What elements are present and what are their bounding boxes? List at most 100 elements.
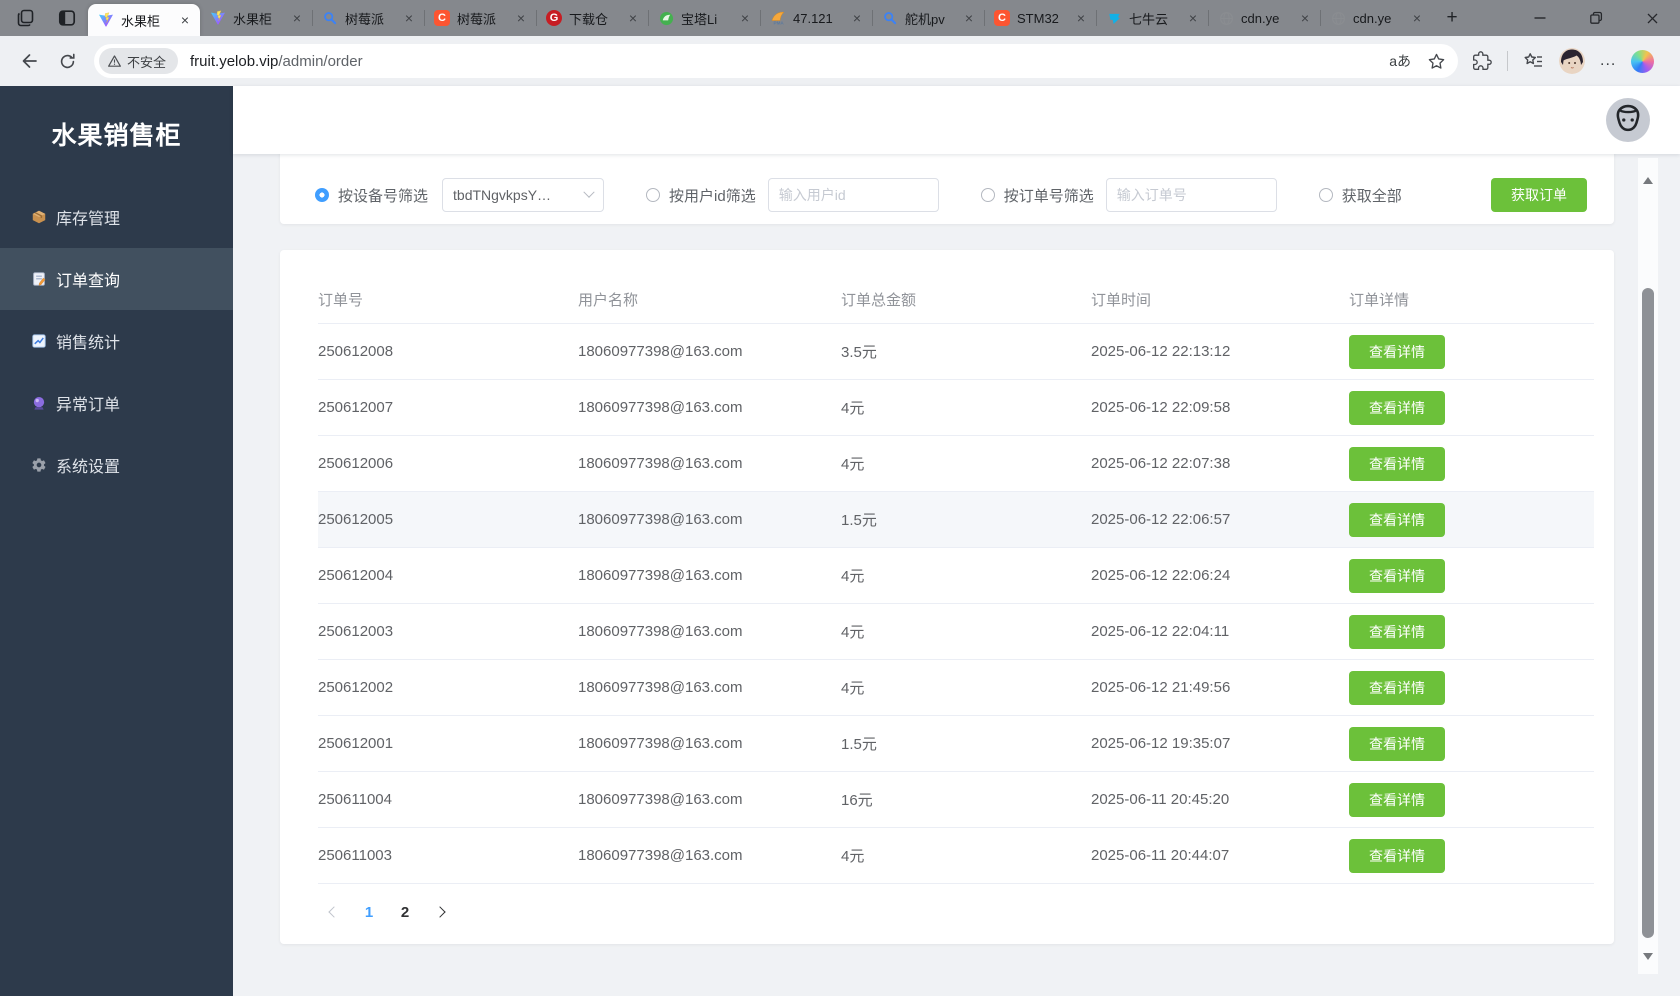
- restore-icon[interactable]: [1568, 0, 1624, 36]
- chevron-down-icon: [583, 186, 595, 198]
- address-bar[interactable]: 不安全 fruit.yelob.vip/admin/order aあ: [94, 44, 1458, 78]
- tab-title: 水果柜: [233, 11, 273, 27]
- tab-close-icon[interactable]: ×: [1076, 10, 1085, 26]
- filter-device-label[interactable]: 按设备号筛选: [338, 187, 429, 205]
- view-details-button[interactable]: 查看详情: [1349, 614, 1445, 649]
- column-header: 用户名称: [578, 292, 639, 309]
- filter-user-label[interactable]: 按用户id筛选: [669, 187, 756, 205]
- browser-tab[interactable]: cdn.ye ×: [1320, 0, 1432, 36]
- browser-tab[interactable]: PMA 47.121 ×: [760, 0, 872, 36]
- vite-icon: [210, 10, 226, 26]
- filter-order-label[interactable]: 按订单号筛选: [1003, 187, 1094, 205]
- orders-table-card: 订单号 用户名称 订单总金额 订单时间 订单详情 250612008 180609773…: [280, 250, 1614, 944]
- view-details-button[interactable]: 查看详情: [1349, 502, 1445, 537]
- security-badge[interactable]: 不安全: [99, 48, 179, 74]
- tab-close-icon[interactable]: ×: [964, 10, 973, 26]
- pagination-next-icon[interactable]: [428, 899, 452, 925]
- table-row: 250612006 18060977398@163.com 4元 2025-06…: [318, 436, 1594, 492]
- minimize-icon[interactable]: [1512, 0, 1568, 36]
- back-icon[interactable]: [12, 44, 46, 78]
- view-details-button[interactable]: 查看详情: [1349, 782, 1445, 817]
- globe-icon: [1218, 10, 1234, 26]
- copilot-icon[interactable]: [1631, 49, 1655, 73]
- cell-order-time: 2025-06-12 22:07:38: [1091, 455, 1231, 472]
- view-details-button[interactable]: 查看详情: [1349, 334, 1445, 369]
- view-details-button[interactable]: 查看详情: [1349, 446, 1445, 481]
- get-orders-button[interactable]: 获取订单: [1491, 178, 1587, 212]
- browser-tab[interactable]: 水果柜 ×: [88, 4, 200, 36]
- close-window-icon[interactable]: [1624, 0, 1680, 36]
- tab-close-icon[interactable]: ×: [1188, 10, 1197, 26]
- browser-tab[interactable]: 树莓派 ×: [312, 0, 424, 36]
- favorite-star-icon[interactable]: [1427, 52, 1446, 71]
- stats-chart-icon: [31, 333, 47, 349]
- tab-close-icon[interactable]: ×: [852, 10, 861, 26]
- browser-profile-avatar[interactable]: [1559, 48, 1585, 74]
- url-path: /admin/order: [278, 52, 363, 70]
- pagination-prev-icon[interactable]: [322, 899, 346, 925]
- sidebar-item-label: 订单查询: [56, 273, 121, 290]
- radio-filter-order[interactable]: [980, 188, 995, 202]
- radio-filter-all[interactable]: [1318, 188, 1333, 202]
- device-select[interactable]: tbdTNgvkpsY…: [442, 178, 605, 212]
- sidebar-item-default[interactable]: 销售统计: [0, 310, 233, 372]
- crystal-ball-icon: [31, 395, 47, 411]
- tab-close-icon[interactable]: ×: [180, 12, 189, 28]
- page-scrollbar[interactable]: [1638, 158, 1658, 974]
- tab-close-icon[interactable]: ×: [404, 10, 413, 26]
- tab-title: 树莓派: [457, 11, 497, 27]
- search-icon: [322, 10, 338, 26]
- pagination-page-2[interactable]: 2: [392, 899, 418, 925]
- translate-icon[interactable]: aあ: [1389, 53, 1411, 69]
- radio-filter-device[interactable]: [315, 188, 329, 202]
- extensions-puzzle-icon[interactable]: [1472, 51, 1492, 71]
- browser-tab[interactable]: C STM32 ×: [984, 0, 1096, 36]
- browser-tab[interactable]: C 树莓派 ×: [424, 0, 536, 36]
- table-row: 250612004 18060977398@163.com 4元 2025-06…: [318, 548, 1594, 604]
- tab-close-icon[interactable]: ×: [1412, 10, 1421, 26]
- scrollbar-thumb[interactable]: [1642, 288, 1654, 938]
- tab-close-icon[interactable]: ×: [628, 10, 637, 26]
- tab-title: cdn.ye: [1353, 10, 1392, 26]
- pagination-page-1[interactable]: 1: [356, 899, 382, 925]
- filter-all-label[interactable]: 获取全部: [1341, 187, 1402, 205]
- order-no-input[interactable]: [1105, 178, 1277, 212]
- view-details-button[interactable]: 查看详情: [1349, 838, 1445, 873]
- view-details-button[interactable]: 查看详情: [1349, 726, 1445, 761]
- tab-close-icon[interactable]: ×: [740, 10, 749, 26]
- sidebar-item-default[interactable]: 库存管理: [0, 186, 233, 248]
- settings-more-icon[interactable]: ...: [1600, 52, 1617, 69]
- table-header-row: 订单号 用户名称 订单总金额 订单时间 订单详情: [318, 276, 1594, 324]
- vertical-tabs-icon[interactable]: [56, 7, 78, 29]
- new-tab-button[interactable]: +: [1446, 7, 1458, 28]
- user-id-input[interactable]: [767, 178, 939, 212]
- browser-tab[interactable]: 宝塔Li ×: [648, 0, 760, 36]
- scroll-down-icon[interactable]: [1638, 946, 1658, 966]
- scroll-up-icon[interactable]: [1638, 170, 1658, 190]
- cell-total-amount: 4元: [841, 568, 865, 585]
- radio-filter-user[interactable]: [646, 188, 661, 202]
- tab-close-icon[interactable]: ×: [1300, 10, 1309, 26]
- sidebar-item-active[interactable]: 订单查询: [0, 248, 233, 310]
- browser-tab[interactable]: cdn.ye ×: [1208, 0, 1320, 36]
- browser-tab[interactable]: 七牛云 ×: [1096, 0, 1208, 36]
- column-header: 订单时间: [1091, 292, 1152, 309]
- refresh-icon[interactable]: [50, 44, 84, 78]
- browser-tab[interactable]: G 下载仓 ×: [536, 0, 648, 36]
- tab-title: 七牛云: [1129, 11, 1169, 27]
- cell-total-amount: 4元: [841, 400, 865, 417]
- user-avatar[interactable]: [1606, 98, 1650, 142]
- sidebar-item-default[interactable]: 系统设置: [0, 434, 233, 496]
- view-details-button[interactable]: 查看详情: [1349, 390, 1445, 425]
- view-details-button[interactable]: 查看详情: [1349, 558, 1445, 593]
- browser-tab[interactable]: 舵机pv ×: [872, 0, 984, 36]
- sidebar-item-label: 销售统计: [56, 335, 121, 352]
- sidebar-item-default[interactable]: 异常订单: [0, 372, 233, 434]
- cell-user-name: 18060977398@163.com: [578, 399, 743, 416]
- browser-tab[interactable]: 水果柜 ×: [200, 0, 312, 36]
- view-details-button[interactable]: 查看详情: [1349, 670, 1445, 705]
- favorites-hub-icon[interactable]: [1523, 51, 1544, 72]
- tab-close-icon[interactable]: ×: [292, 10, 301, 26]
- tab-close-icon[interactable]: ×: [516, 10, 525, 26]
- workspaces-icon[interactable]: [14, 7, 36, 29]
